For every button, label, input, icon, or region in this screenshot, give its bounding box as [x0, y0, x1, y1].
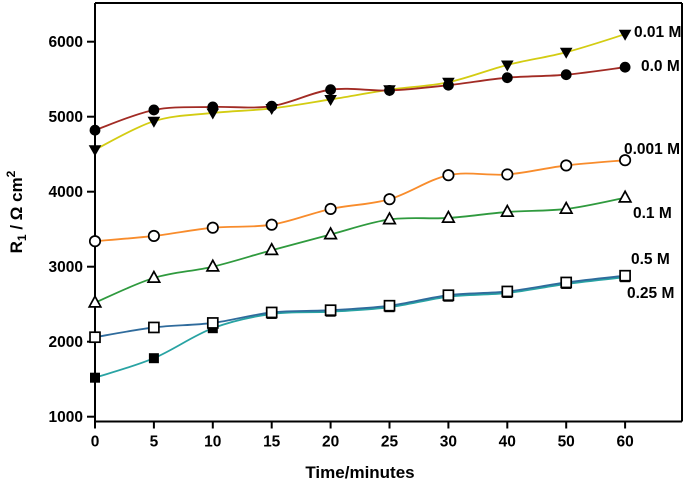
- marker-filled-square-0.25M: [90, 372, 100, 383]
- marker-filled-circle-0.0M: [560, 69, 572, 81]
- y-tick-label: 4000: [49, 184, 83, 201]
- marker-open-circle-0.001M: [560, 159, 573, 172]
- series-label-0.001M: 0.001 M: [624, 141, 680, 158]
- marker-open-circle-0.001M: [501, 168, 514, 181]
- series-label-0.5M: 0.5 M: [631, 251, 670, 268]
- marker-filled-circle-0.0M: [384, 85, 395, 96]
- y-tick-label: 1000: [49, 409, 83, 426]
- series-label-0.25M: 0.25 M: [627, 285, 674, 302]
- x-axis-title: Time/minutes: [305, 463, 414, 482]
- marker-open-circle-0.001M: [619, 154, 632, 167]
- marker-open-square-0.5M: [501, 285, 514, 298]
- marker-filled-circle-0.0M: [443, 79, 454, 91]
- marker-filled-triangle-down-0.01M: [147, 116, 161, 128]
- marker-open-square-0.5M: [265, 306, 278, 319]
- y-tick-label: 5000: [49, 109, 83, 126]
- marker-filled-circle-0.0M: [619, 61, 631, 73]
- x-tick-label: 0: [91, 434, 100, 451]
- x-tick-label: 40: [499, 434, 516, 451]
- marker-open-triangle-0.1M: [441, 209, 456, 223]
- y-axis-title: R1 / Ω cm2: [4, 170, 29, 253]
- marker-filled-triangle-down-0.01M: [618, 29, 632, 41]
- marker-filled-circle-0.0M: [148, 104, 160, 116]
- x-tick-label: 5: [150, 434, 159, 451]
- x-tick-label: 50: [558, 434, 575, 451]
- marker-open-triangle-0.1M: [617, 189, 633, 203]
- series-line-0.001M: [94, 159, 626, 243]
- marker-open-circle-0.001M: [265, 218, 278, 231]
- marker-open-circle-0.001M: [383, 193, 396, 206]
- marker-open-circle-0.001M: [88, 235, 102, 248]
- marker-open-square-0.5M: [148, 321, 160, 334]
- series-line-0.25M: [94, 276, 626, 379]
- marker-open-triangle-0.1M: [323, 226, 338, 240]
- marker-open-square-0.5M: [324, 304, 337, 317]
- marker-filled-triangle-down-0.01M: [324, 95, 337, 107]
- series-line-0.01M: [94, 33, 626, 151]
- y-tick-label: 6000: [49, 34, 83, 51]
- marker-filled-triangle-down-0.01M: [559, 47, 573, 59]
- marker-open-circle-0.001M: [324, 202, 337, 215]
- x-tick-label: 15: [263, 434, 281, 451]
- series-label-0.0M: 0.0 M: [641, 58, 680, 75]
- x-tick-label: 25: [381, 434, 399, 451]
- marker-open-square-0.5M: [206, 317, 219, 329]
- marker-open-triangle-0.1M: [264, 242, 279, 256]
- marker-filled-triangle-down-0.01M: [501, 60, 514, 72]
- x-tick-label: 10: [204, 434, 221, 451]
- marker-open-circle-0.001M: [442, 169, 455, 182]
- series-line-0.1M: [94, 196, 626, 304]
- marker-filled-circle-0.0M: [325, 84, 336, 96]
- marker-open-triangle-0.1M: [558, 200, 574, 214]
- marker-open-square-0.5M: [89, 331, 101, 344]
- marker-open-circle-0.001M: [147, 229, 160, 242]
- marker-open-triangle-0.1M: [382, 211, 397, 225]
- marker-open-circle-0.001M: [206, 221, 219, 234]
- y-tick-label: 3000: [49, 259, 83, 276]
- marker-open-square-0.5M: [560, 276, 573, 289]
- marker-filled-circle-0.0M: [207, 101, 219, 113]
- marker-filled-square-0.25M: [148, 353, 159, 364]
- series-line-0.5M: [94, 274, 626, 339]
- marker-filled-circle-0.0M: [501, 72, 513, 84]
- marker-filled-circle-0.0M: [266, 100, 278, 112]
- x-tick-label: 20: [322, 434, 339, 451]
- series-label-0.01M: 0.01 M: [634, 24, 681, 41]
- marker-open-square-0.5M: [619, 269, 631, 282]
- marker-open-triangle-0.1M: [146, 269, 162, 283]
- marker-open-triangle-0.1M: [205, 258, 221, 272]
- x-tick-label: 30: [440, 434, 457, 451]
- x-tick-label: 60: [616, 434, 633, 451]
- marker-open-triangle-0.1M: [87, 294, 103, 308]
- marker-filled-circle-0.0M: [89, 124, 101, 136]
- marker-open-square-0.5M: [383, 299, 396, 312]
- marker-open-triangle-0.1M: [500, 203, 515, 217]
- series-line-0.0M: [94, 66, 626, 132]
- marker-open-square-0.5M: [442, 289, 455, 302]
- series-label-0.1M: 0.1 M: [633, 205, 672, 222]
- y-tick-label: 2000: [49, 334, 83, 351]
- marker-filled-triangle-down-0.01M: [88, 145, 102, 157]
